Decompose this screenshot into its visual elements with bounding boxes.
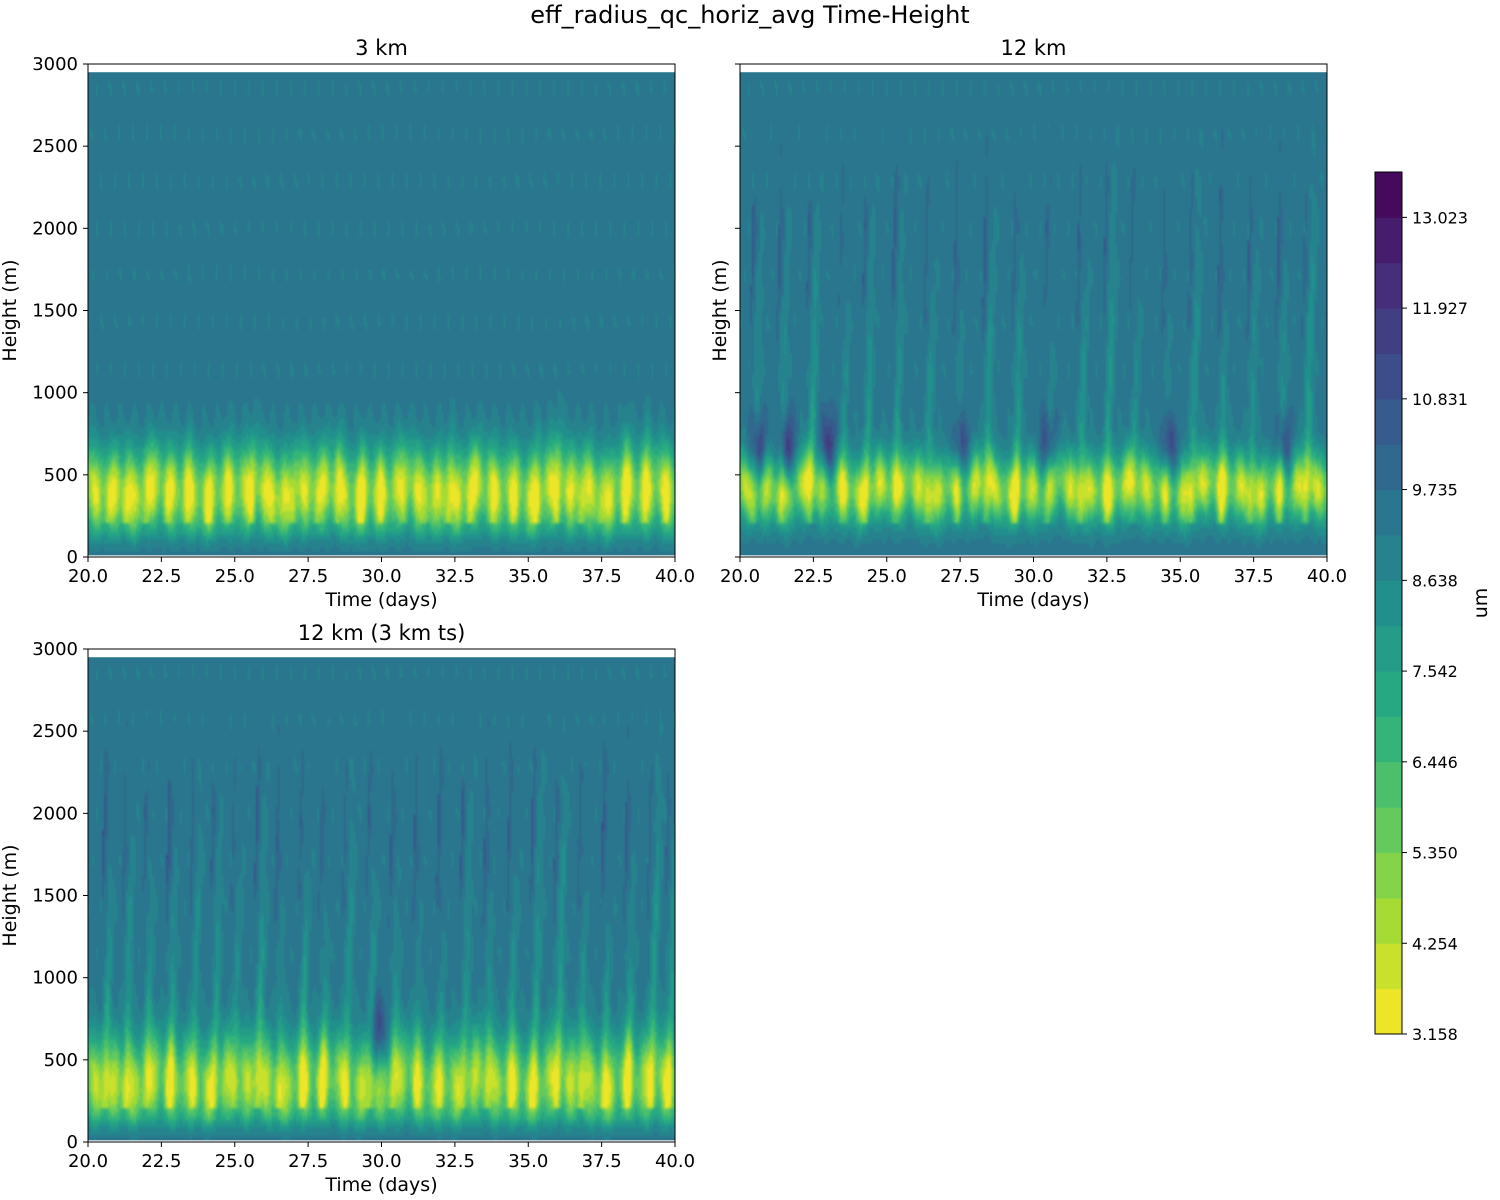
y-axis-label: Height (m) bbox=[709, 259, 731, 361]
x-axis-label: Time (days) bbox=[976, 589, 1089, 611]
y-tick-label: 1500 bbox=[32, 301, 78, 322]
colorbar-level bbox=[1375, 671, 1402, 717]
y-tick-label: 3000 bbox=[32, 639, 78, 660]
colorbar-label: um bbox=[1470, 588, 1492, 619]
y-tick-label: 2500 bbox=[32, 136, 78, 157]
x-tick-label: 37.5 bbox=[1234, 566, 1274, 587]
panel-title: 12 km bbox=[1000, 36, 1066, 60]
x-tick-label: 30.0 bbox=[1013, 566, 1053, 587]
x-tick-label: 35.0 bbox=[508, 1151, 548, 1172]
x-tick-label: 22.5 bbox=[141, 1151, 181, 1172]
figure-title: eff_radius_qc_horiz_avg Time-Height bbox=[530, 1, 970, 29]
x-tick-label: 32.5 bbox=[1087, 566, 1127, 587]
heatmap-image bbox=[88, 72, 675, 556]
x-tick-label: 37.5 bbox=[582, 1151, 622, 1172]
x-tick-label: 27.5 bbox=[288, 1151, 328, 1172]
x-tick-label: 25.0 bbox=[867, 566, 907, 587]
colorbar-tick-label: 7.542 bbox=[1412, 662, 1458, 681]
x-tick-label: 37.5 bbox=[582, 566, 622, 587]
colorbar-tick-label: 6.446 bbox=[1412, 753, 1458, 772]
y-tick-label: 3000 bbox=[32, 54, 78, 75]
x-tick-label: 40.0 bbox=[655, 566, 695, 587]
x-tick-label: 35.0 bbox=[508, 566, 548, 587]
colorbar-level bbox=[1375, 897, 1402, 944]
colorbar-level bbox=[1375, 580, 1402, 627]
colorbar-tick-label: 5.350 bbox=[1412, 844, 1458, 863]
x-tick-label: 32.5 bbox=[435, 1151, 475, 1172]
y-axis-label: Height (m) bbox=[0, 259, 21, 361]
x-tick-label: 25.0 bbox=[215, 566, 255, 587]
heatmap-image bbox=[740, 72, 1327, 556]
colorbar-frame bbox=[1374, 171, 1403, 1035]
colorbar-tick-label: 13.023 bbox=[1412, 208, 1468, 227]
colorbar-level bbox=[1375, 353, 1402, 400]
x-tick-label: 25.0 bbox=[215, 1151, 255, 1172]
y-tick-label: 0 bbox=[67, 1132, 78, 1153]
colorbar-level bbox=[1375, 308, 1402, 354]
x-tick-label: 40.0 bbox=[655, 1151, 695, 1172]
x-tick-label: 22.5 bbox=[793, 566, 833, 587]
y-tick-label: 2000 bbox=[32, 803, 78, 824]
x-tick-label: 32.5 bbox=[435, 566, 475, 587]
colorbar-tick-label: 8.638 bbox=[1412, 571, 1458, 590]
x-tick-label: 30.0 bbox=[361, 1151, 401, 1172]
colorbar-level bbox=[1375, 262, 1402, 309]
colorbar-level bbox=[1375, 398, 1402, 445]
colorbar: 3.158 4.254 5.350 6.446 7.542 8.638 9.735 10.83… bbox=[1374, 171, 1492, 1044]
panel-title: 12 km (3 km ts) bbox=[298, 621, 466, 645]
colorbar-level bbox=[1375, 716, 1402, 763]
colorbar-tick-label: 11.927 bbox=[1412, 299, 1468, 318]
colorbar-level bbox=[1375, 489, 1402, 536]
colorbar-level bbox=[1375, 852, 1402, 899]
y-tick-label: 500 bbox=[44, 1050, 78, 1071]
y-tick-label: 1000 bbox=[32, 968, 78, 989]
x-tick-label: 22.5 bbox=[141, 566, 181, 587]
colorbar-tick-label: 3.158 bbox=[1412, 1025, 1458, 1044]
y-tick-label: 1500 bbox=[32, 886, 78, 907]
panel-title: 3 km bbox=[355, 36, 408, 60]
x-tick-label: 35.0 bbox=[1160, 566, 1200, 587]
y-axis-label: Height (m) bbox=[0, 844, 21, 946]
colorbar-tick-label: 9.735 bbox=[1412, 481, 1458, 500]
colorbar-level bbox=[1375, 217, 1402, 264]
x-tick-label: 30.0 bbox=[361, 566, 401, 587]
colorbar-level bbox=[1375, 625, 1402, 672]
x-tick-label: 27.5 bbox=[288, 566, 328, 587]
panel-top-left: 3 km 20.0 22.5 25.0 27.5 30.0 32.5 35.0 37.5 40.0… bbox=[0, 36, 695, 611]
y-tick-label: 2000 bbox=[32, 218, 78, 239]
colorbar-level bbox=[1375, 444, 1402, 491]
x-tick-label: 20.0 bbox=[68, 566, 108, 587]
colorbar-level bbox=[1375, 534, 1402, 581]
y-tick-label: 500 bbox=[44, 465, 78, 486]
x-axis-label: Time (days) bbox=[324, 589, 437, 611]
panel-bottom-left: 12 km (3 km ts) 20.0 22.5 25.0 27.5 30.0 32.5 3… bbox=[0, 621, 695, 1196]
colorbar-level bbox=[1375, 807, 1402, 854]
heatmap-image bbox=[88, 657, 675, 1141]
colorbar-tick-label: 10.831 bbox=[1412, 390, 1468, 409]
colorbar-level bbox=[1375, 943, 1402, 990]
panel-top-right: 12 km 20.0 22.5 25.0 27.5 30.0 32.5 35.0 37.5 40.… bbox=[709, 36, 1347, 611]
y-tick-label: 0 bbox=[67, 547, 78, 568]
x-tick-label: 27.5 bbox=[940, 566, 980, 587]
colorbar-level bbox=[1375, 988, 1402, 1035]
x-tick-label: 20.0 bbox=[68, 1151, 108, 1172]
x-axis-label: Time (days) bbox=[324, 1174, 437, 1196]
colorbar-level bbox=[1375, 761, 1402, 808]
y-tick-label: 1000 bbox=[32, 383, 78, 404]
x-tick-label: 40.0 bbox=[1307, 566, 1347, 587]
colorbar-level bbox=[1375, 172, 1402, 218]
x-tick-label: 20.0 bbox=[720, 566, 760, 587]
colorbar-tick-label: 4.254 bbox=[1412, 934, 1458, 953]
y-tick-label: 2500 bbox=[32, 721, 78, 742]
